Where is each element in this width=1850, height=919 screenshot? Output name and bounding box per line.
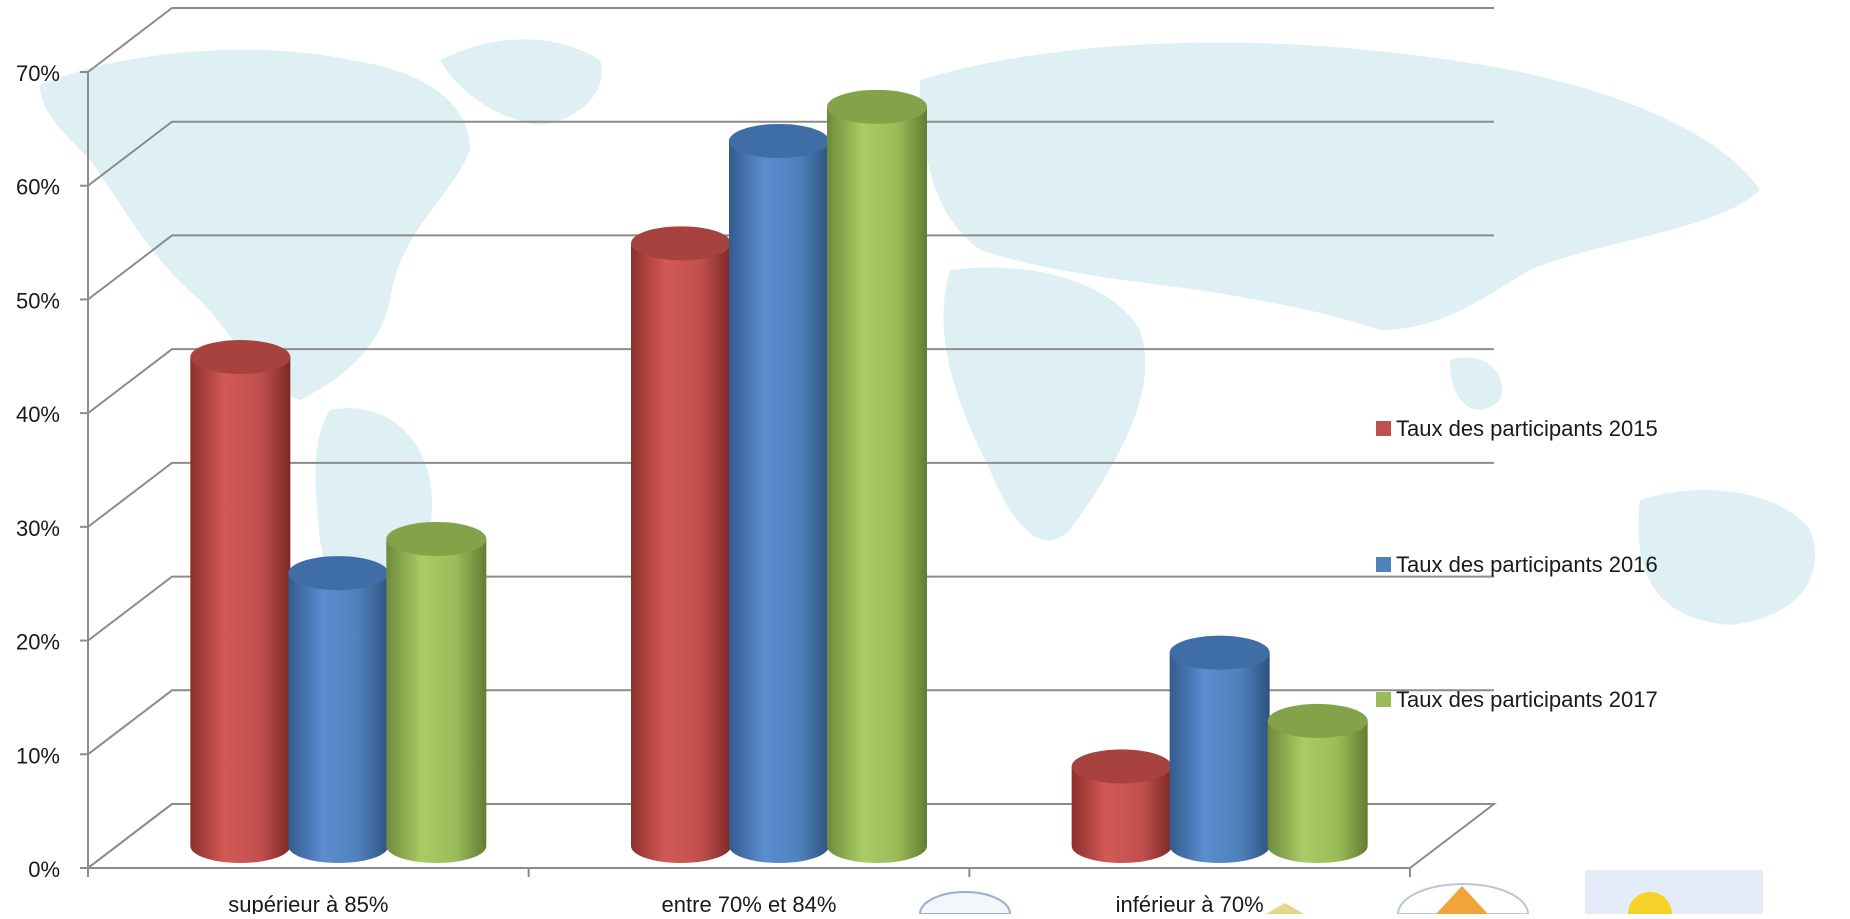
y-tick-label: 20%	[16, 630, 60, 655]
y-tick-label: 0%	[28, 857, 60, 882]
bar	[729, 123, 829, 863]
globe-logo-icon	[918, 891, 1012, 915]
bar-top	[729, 123, 829, 158]
bottom-logos	[918, 870, 1763, 919]
bar-body	[386, 538, 487, 863]
bar-body	[288, 573, 389, 863]
sun-icon	[1628, 892, 1672, 919]
bar-body	[1071, 766, 1172, 863]
bar-body	[1267, 720, 1368, 863]
legend-label: Taux des participants 2015	[1396, 416, 1658, 441]
bar-top	[1169, 635, 1270, 670]
bar-top	[1267, 703, 1368, 738]
triangle-logo-icon	[1436, 886, 1488, 914]
x-tick-label: supérieur à 85%	[228, 892, 388, 914]
gridline	[87, 7, 1494, 73]
star-logo-icon	[1266, 903, 1304, 914]
bar-top	[386, 521, 487, 556]
legend: Taux des participants 2015 Taux des parti…	[1376, 416, 1658, 712]
bars	[190, 89, 1368, 864]
bar	[1267, 703, 1368, 863]
gridline	[87, 348, 1494, 414]
bar-body	[827, 106, 927, 864]
plot-area: 0% 10% 20% 30% 40% 50% 60% 70% supérieur à 85% en…	[16, 7, 1658, 917]
bar	[1169, 635, 1270, 863]
gridline	[87, 575, 1494, 642]
y-tick-label: 60%	[16, 175, 60, 200]
bar	[827, 89, 927, 864]
bar-body	[631, 243, 731, 864]
legend-swatch	[1376, 557, 1391, 572]
bar-top	[827, 89, 927, 124]
bar-body	[190, 357, 291, 863]
legend-item: Taux des participants 2017	[1376, 687, 1658, 712]
bar-body	[1169, 652, 1270, 863]
x-tick-label: entre 70% et 84%	[662, 892, 837, 914]
y-tick-label: 30%	[16, 516, 60, 541]
gridline	[87, 689, 1494, 756]
gridline	[87, 461, 1494, 528]
world-map-background	[40, 39, 1816, 642]
bar	[631, 226, 731, 864]
legend-item: Taux des participants 2015	[1376, 416, 1658, 441]
y-tick-label: 70%	[16, 61, 60, 86]
x-tick-label: inférieur à 70%	[1116, 892, 1264, 914]
bar-top	[190, 340, 291, 375]
bar	[190, 340, 291, 863]
bar-top	[288, 556, 389, 591]
sun-logo-icon	[1585, 870, 1763, 914]
legend-swatch	[1376, 421, 1391, 436]
legend-item: Taux des participants 2016	[1376, 552, 1658, 577]
bar	[1071, 749, 1172, 863]
bar-body	[729, 140, 829, 863]
y-tick-label: 40%	[16, 402, 60, 427]
bar	[386, 521, 487, 863]
legend-swatch	[1376, 692, 1391, 707]
bar	[288, 556, 389, 863]
bar-top	[631, 226, 731, 261]
legend-label: Taux des participants 2017	[1396, 687, 1658, 712]
y-tick-label: 50%	[16, 288, 60, 313]
gridline	[87, 803, 1494, 869]
gridlines	[80, 7, 1494, 869]
gridline	[87, 120, 1494, 187]
gridline	[87, 234, 1494, 301]
y-tick-label: 10%	[16, 743, 60, 768]
bar-top	[1071, 749, 1172, 784]
legend-label: Taux des participants 2016	[1396, 552, 1658, 577]
